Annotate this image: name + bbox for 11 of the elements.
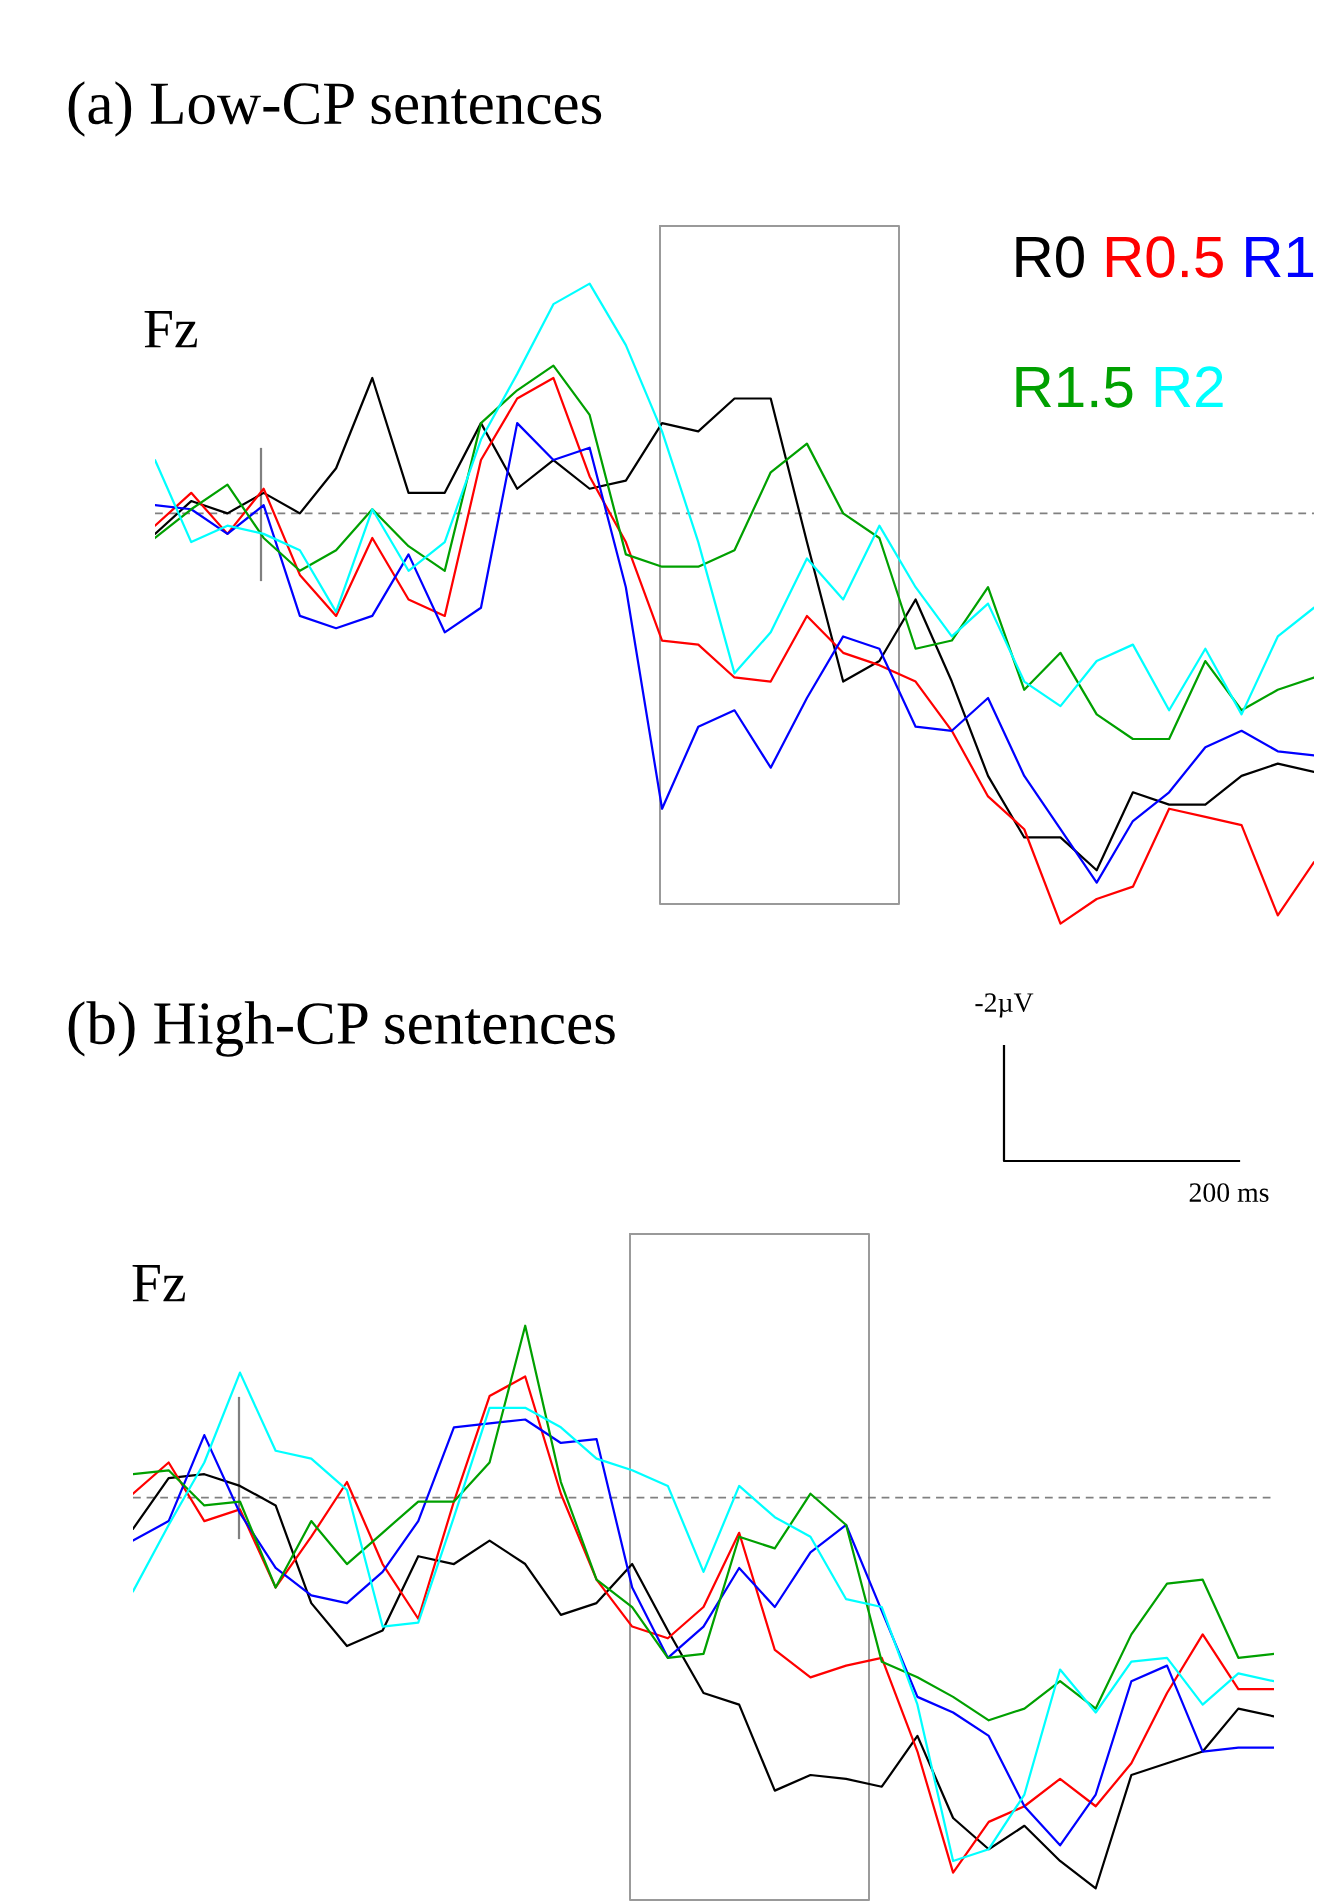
annotation: Fz [144,310,198,348]
text: R1 [1246,236,1314,278]
text: R1.5 [1016,366,1133,408]
text: -2µV [975,993,1034,1018]
text: 200 ms [1189,1183,1269,1202]
chart-title: (a) Low-CP sentences [68,81,602,137]
text: R2 [1155,366,1223,408]
chart-title: (b) High-CP sentences [68,1001,615,1057]
text: Fz [132,1264,186,1302]
text: R0 [1016,236,1084,278]
text: R0.5 [1106,236,1223,278]
